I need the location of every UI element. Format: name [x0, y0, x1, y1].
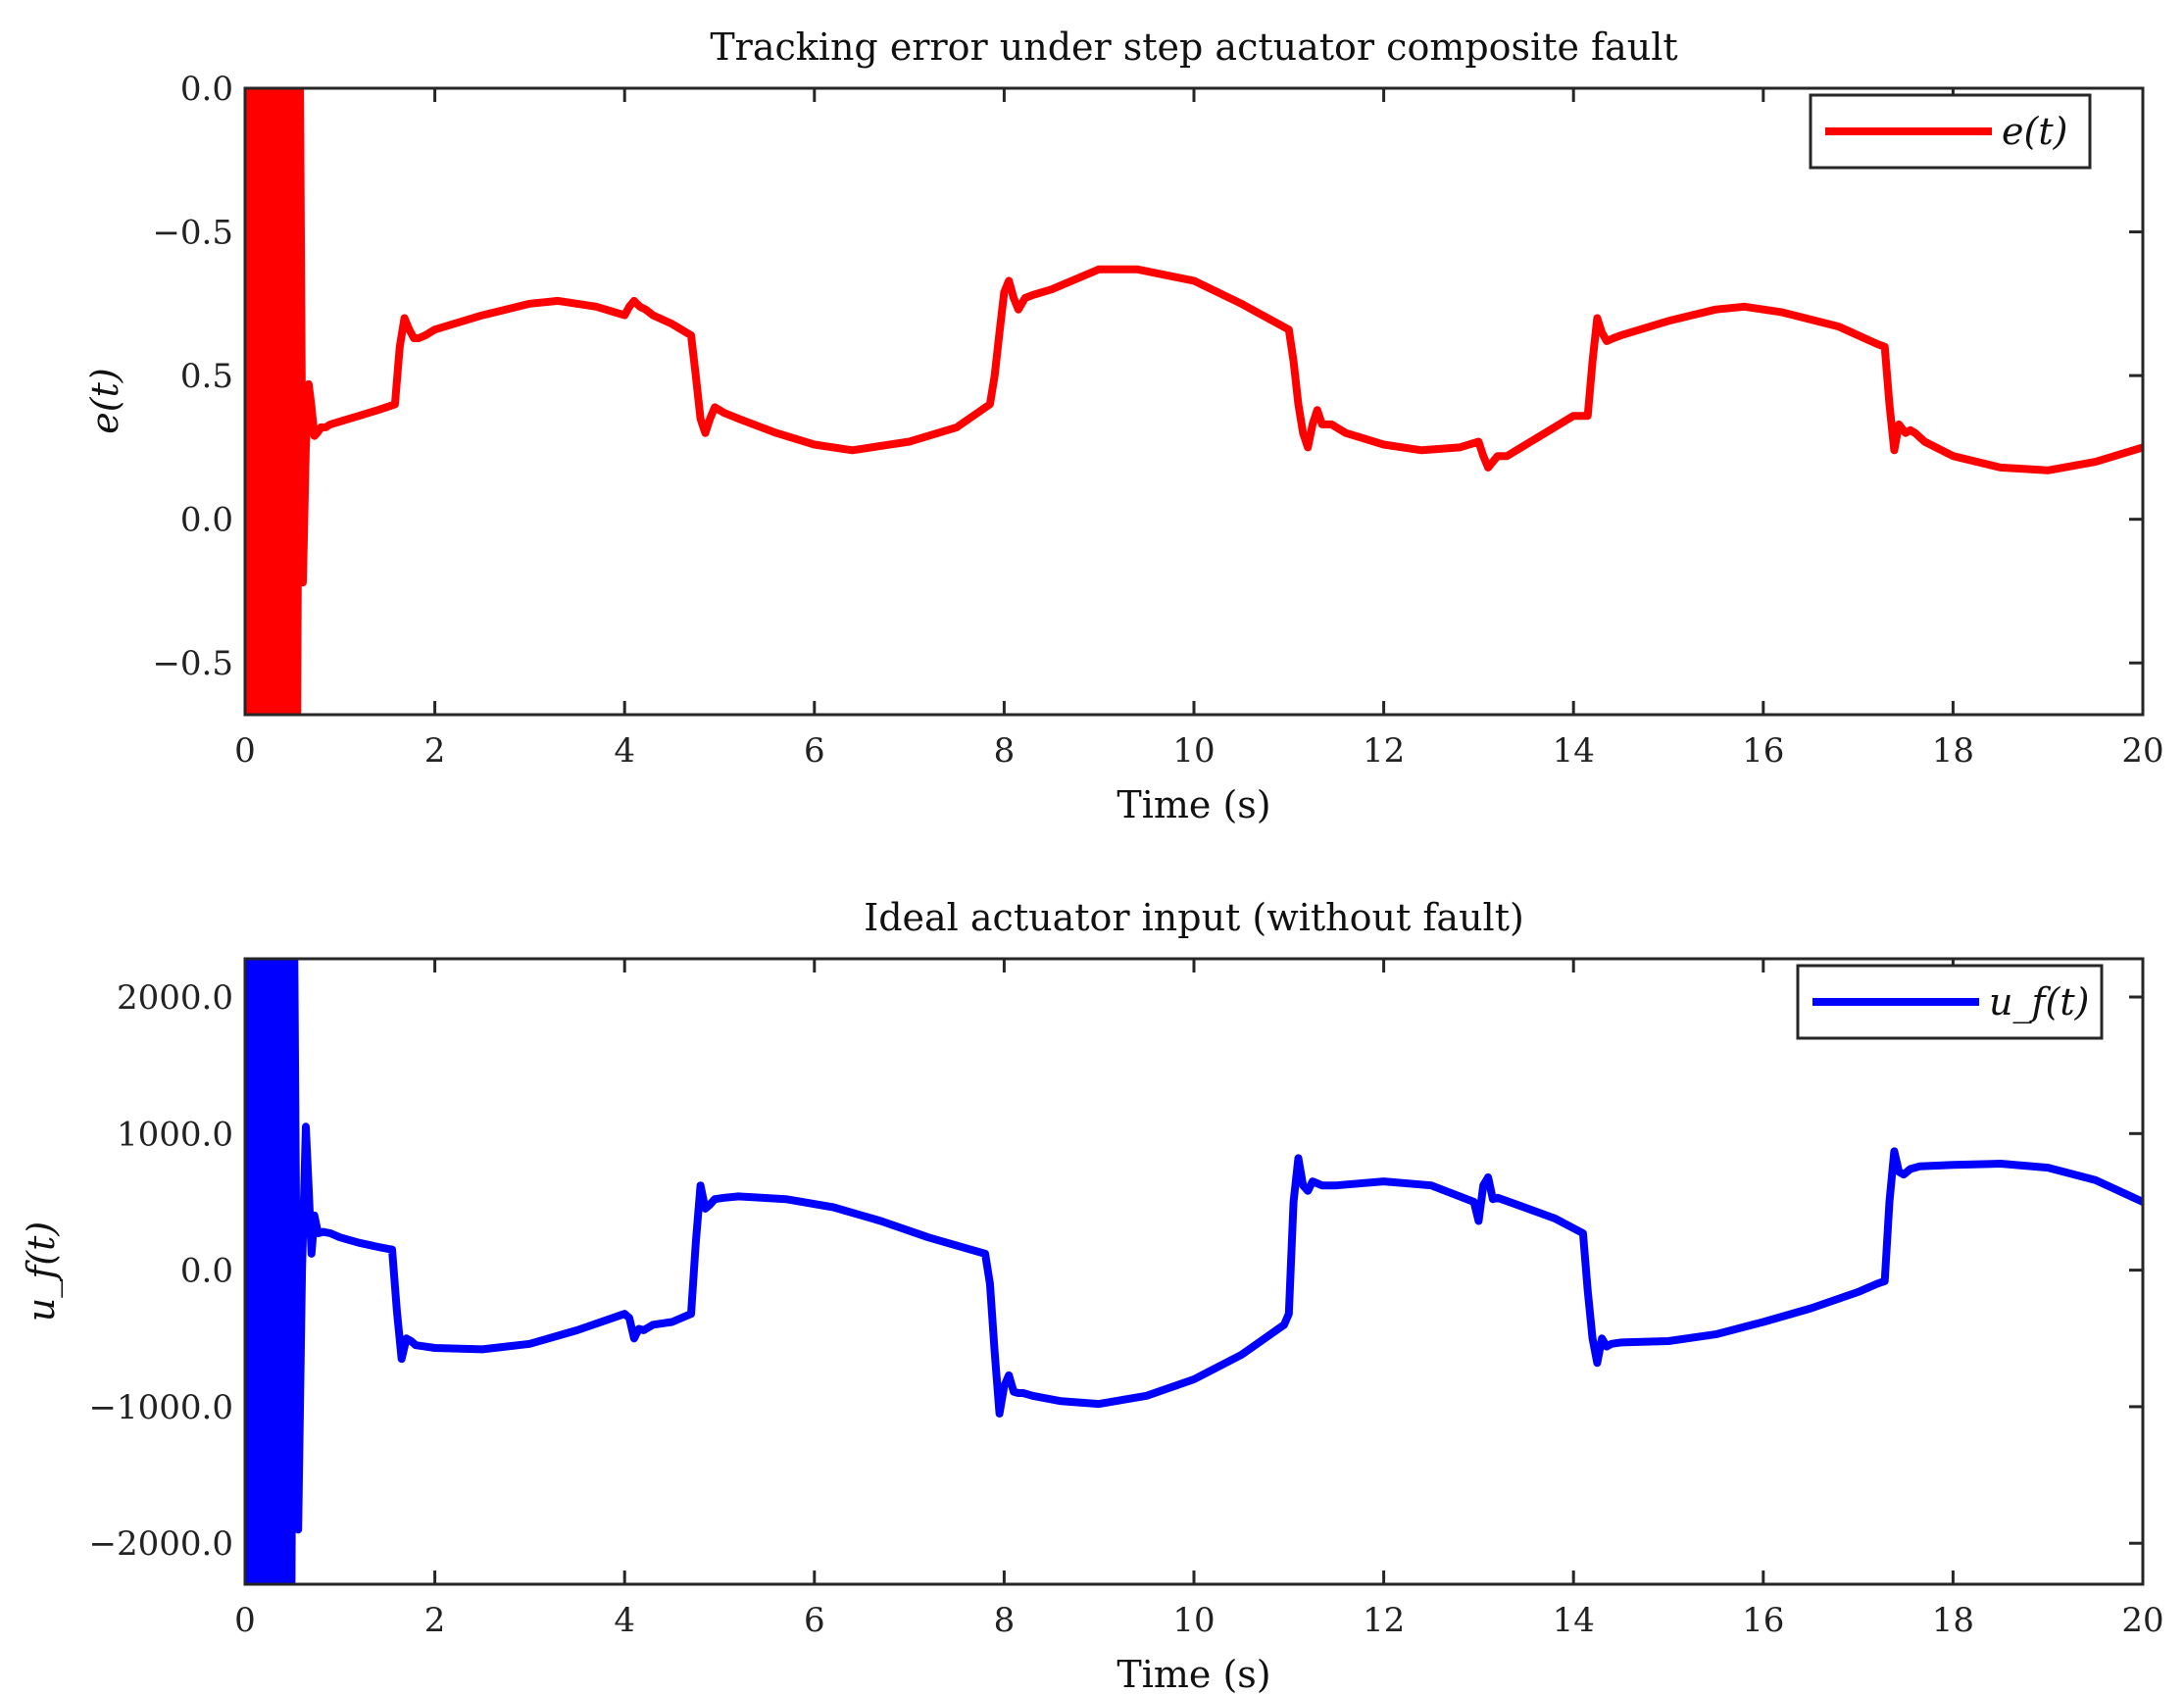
chart-top-xtick-label: 6: [804, 731, 825, 771]
chart-top-xtick-label: 2: [424, 731, 446, 771]
chart-bottom-ylabel: u_f(t): [20, 1221, 64, 1321]
chart-bottom-axes-frame: [243, 957, 2145, 1586]
chart-top-xtick-label: 12: [1363, 731, 1405, 771]
chart-top-xtick-label: 0: [234, 731, 256, 771]
chart-bottom-ytick-label: 1000.0: [117, 1115, 233, 1154]
chart-top-ytick-label: 0.0: [180, 70, 233, 109]
chart-top-xtick-label: 8: [994, 731, 1016, 771]
chart-bottom-xtick-label: 18: [1932, 1601, 1974, 1640]
chart-top-title: Tracking error under step actuator compo…: [710, 25, 1677, 69]
chart-top-ytick-label: −0.5: [152, 214, 233, 253]
chart-bottom-xtick-label: 6: [804, 1601, 825, 1640]
chart-top-legend-label: e(t): [2002, 110, 2067, 153]
chart-top-xtick-label: 10: [1172, 731, 1215, 771]
chart-bottom-ytick-label: 2000.0: [117, 978, 233, 1018]
chart-top-legend: e(t): [1809, 93, 2092, 170]
chart-bottom-xlabel: Time (s): [1117, 1653, 1270, 1695]
chart-top-axes-frame: [243, 86, 2145, 717]
chart-top-series-line: [245, 88, 2143, 715]
chart-bottom-xtick-label: 16: [1742, 1601, 1784, 1640]
chart-bottom-xticks: 0 2 4 6 8 10 12 14 16 18 20: [234, 959, 2164, 1640]
chart-top-yticks: −0.5 0.0 0.5 −0.5 0.0: [152, 70, 2143, 683]
chart-top: Tracking error under step actuator compo…: [83, 25, 2164, 826]
chart-top-xlabel: Time (s): [1117, 783, 1270, 826]
chart-top-xtick-label: 16: [1742, 731, 1784, 771]
chart-bottom-series-line: [245, 959, 2143, 1584]
chart-bottom-legend: u_f(t): [1796, 964, 2104, 1040]
chart-top-ytick-label: 0.0: [180, 501, 233, 540]
chart-top-ytick-label: 0.5: [180, 357, 233, 396]
chart-top-xtick-label: 4: [614, 731, 635, 771]
chart-top-xticks: 0 2 4 6 8 10 12 14 16 18 20: [234, 88, 2164, 771]
chart-bottom-xtick-label: 10: [1172, 1601, 1215, 1640]
chart-bottom-ytick-label: −2000.0: [89, 1524, 233, 1564]
chart-bottom: Ideal actuator input (without fault) −20…: [20, 896, 2164, 1695]
chart-bottom-xtick-label: 0: [234, 1601, 256, 1640]
chart-bottom-ytick-label: −1000.0: [89, 1388, 233, 1427]
chart-bottom-xtick-label: 2: [424, 1601, 446, 1640]
chart-bottom-legend-label: u_f(t): [1989, 980, 2089, 1024]
chart-bottom-ytick-label: 0.0: [180, 1252, 233, 1291]
chart-top-xtick-label: 18: [1932, 731, 1974, 771]
chart-bottom-xtick-label: 12: [1363, 1601, 1405, 1640]
chart-top-ytick-label: −0.5: [152, 644, 233, 683]
chart-bottom-title: Ideal actuator input (without fault): [864, 896, 1524, 939]
chart-bottom-xtick-label: 8: [994, 1601, 1016, 1640]
chart-top-xtick-label: 20: [2121, 731, 2163, 771]
chart-bottom-xtick-label: 20: [2121, 1601, 2163, 1640]
chart-bottom-xtick-label: 14: [1553, 1601, 1595, 1640]
chart-bottom-yticks: −2000.0 −1000.0 0.0 1000.0 2000.0: [89, 978, 2143, 1564]
chart-bottom-xtick-label: 4: [614, 1601, 635, 1640]
chart-top-xtick-label: 14: [1553, 731, 1595, 771]
chart-top-ylabel: e(t): [83, 368, 126, 433]
